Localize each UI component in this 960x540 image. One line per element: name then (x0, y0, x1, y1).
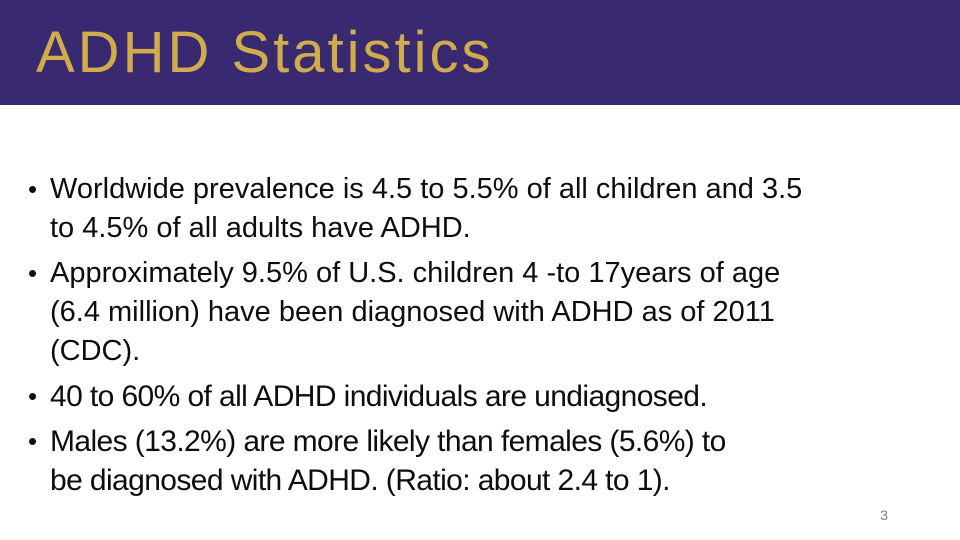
slide-body: • Worldwide prevalence is 4.5 to 5.5% of… (0, 105, 960, 506)
bullet-item-us-children: • Approximately 9.5% of U.S. children 4 … (28, 254, 925, 371)
bullet-dot-icon: • (28, 381, 37, 411)
page-number: 3 (880, 507, 888, 523)
bullet-dot-icon: • (28, 174, 38, 204)
slide-header: ADHD Statistics (0, 0, 960, 105)
bullet-text: Males (13.2%) are more likely than femal… (50, 425, 726, 497)
bullet-dot-icon: • (28, 426, 37, 456)
bullet-item-undiagnosed: • 40 to 60% of all ADHD individuals are … (28, 377, 925, 416)
bullet-text: 40 to 60% of all ADHD individuals are un… (50, 380, 708, 413)
bullet-text: Worldwide prevalence is 4.5 to 5.5% of a… (50, 173, 803, 244)
bullet-item-males-vs-females: • Males (13.2%) are more likely than fem… (28, 422, 925, 500)
bullet-text: Approximately 9.5% of U.S. children 4 -t… (50, 257, 781, 367)
bullet-dot-icon: • (28, 258, 38, 288)
bullet-list: • Worldwide prevalence is 4.5 to 5.5% of… (28, 170, 925, 500)
slide-title: ADHD Statistics (36, 20, 494, 85)
bullet-item-worldwide-prevalence: • Worldwide prevalence is 4.5 to 5.5% of… (28, 170, 925, 248)
